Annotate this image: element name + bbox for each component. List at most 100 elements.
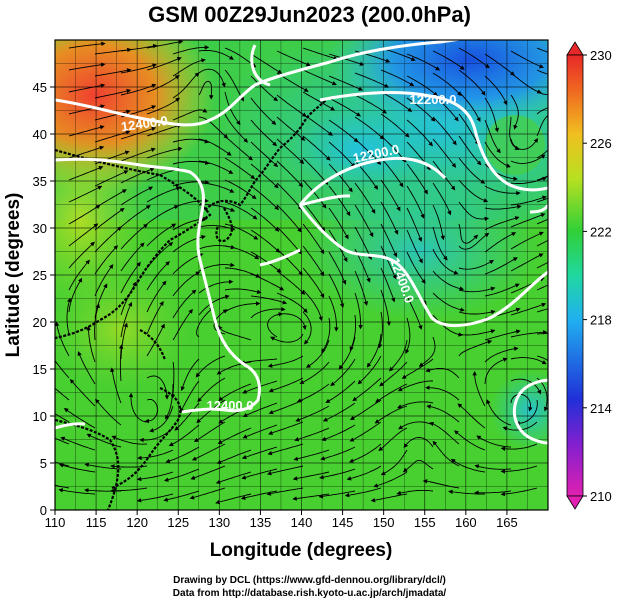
streamline: [146, 75, 180, 93]
streamline: [429, 421, 460, 445]
streamline: [137, 449, 174, 461]
height-contours: [55, 40, 548, 445]
streamline: [224, 135, 253, 161]
streamline: [354, 116, 385, 140]
streamline: [396, 489, 434, 496]
streamline: [250, 306, 286, 319]
streamline: [406, 185, 425, 219]
streamline: [406, 229, 423, 264]
streamline: [406, 163, 428, 195]
streamline: [172, 289, 197, 319]
streamline: [432, 50, 465, 70]
streamline: [68, 41, 106, 49]
streamline: [484, 232, 517, 253]
streamline: [484, 204, 522, 210]
streamline: [344, 487, 382, 498]
streamline: [146, 40, 184, 49]
streamline: [94, 207, 125, 231]
streamline: [224, 179, 257, 200]
streamline: [406, 75, 438, 97]
streamline: [536, 91, 548, 96]
streamline: [146, 186, 181, 203]
streamline: [448, 489, 485, 495]
streamline: [457, 403, 486, 429]
streamline: [94, 68, 132, 77]
streamline: [198, 80, 214, 100]
streamline: [422, 479, 460, 489]
streamline: [510, 195, 547, 206]
streamline: [68, 83, 106, 93]
streamline: [198, 160, 234, 174]
x-tick-label: 155: [414, 515, 436, 530]
streamline: [276, 226, 302, 255]
y-tick-label: 45: [33, 80, 47, 95]
streamline: [500, 487, 538, 497]
streamline: [270, 333, 304, 343]
streamline: [474, 490, 512, 495]
streamline: [458, 329, 496, 336]
streamline: [402, 459, 434, 473]
streamline: [179, 380, 200, 413]
streamline: [172, 180, 210, 187]
streamline: [63, 408, 96, 429]
streamline: [224, 47, 257, 68]
streamline: [276, 292, 308, 314]
streamline: [292, 471, 330, 481]
streamline: [406, 251, 426, 284]
streamline: [198, 262, 235, 272]
streamline: [432, 116, 457, 146]
streamline: [146, 205, 179, 225]
streamline: [170, 361, 176, 399]
y-tick-label: 40: [33, 127, 47, 142]
streamline: [120, 322, 128, 360]
streamline: [322, 402, 356, 422]
y-tick-label: 15: [33, 362, 47, 377]
streamline: [321, 317, 331, 354]
streamline: [536, 69, 548, 75]
y-tick-label: 5: [40, 456, 47, 471]
streamline: [250, 229, 281, 253]
x-tick-label: 130: [208, 515, 230, 530]
streamline: [241, 468, 278, 480]
streamline: [215, 493, 252, 505]
streamline: [55, 484, 70, 489]
streamline: [536, 149, 548, 159]
streamline: [68, 125, 105, 137]
streamline: [120, 126, 157, 140]
streamline: [349, 421, 382, 442]
streamline: [406, 207, 423, 242]
streamline: [458, 157, 486, 184]
streamline: [296, 383, 330, 403]
streamline: [172, 45, 210, 55]
streamline: [250, 119, 278, 147]
streamline: [458, 113, 479, 146]
lat-lon-grid: [55, 40, 548, 510]
streamline: [120, 43, 158, 52]
streamline: [172, 308, 193, 341]
streamline: [302, 135, 331, 161]
streamline: [218, 325, 252, 341]
streamline: [377, 311, 383, 349]
x-tick-label: 110: [45, 515, 66, 530]
streamline: [58, 463, 96, 473]
streamline: [68, 185, 103, 203]
streamline: [250, 185, 279, 211]
x-tick-label: 145: [332, 515, 354, 530]
credit-line-data: Data from http://database.rish.kyoto-u.a…: [172, 588, 447, 599]
streamline: [373, 471, 408, 488]
streamline: [276, 116, 306, 141]
streamline: [224, 288, 262, 294]
streamline: [165, 383, 174, 420]
streamline: [458, 232, 490, 250]
streamline: [94, 245, 119, 275]
streamline: [217, 427, 252, 444]
streamline: [509, 116, 520, 151]
streamline: [196, 307, 215, 338]
temperature-field: 12200.0 12200.0 12400.0 12400.0 12400.0: [55, 40, 548, 510]
streamline: [224, 245, 260, 260]
x-tick-label: 140: [291, 515, 313, 530]
latitude-ticks: 0 5 10 15 20 25 30 35 40 45: [33, 80, 55, 518]
streamline: [510, 72, 542, 94]
streamline: [328, 97, 361, 117]
streamline: [250, 251, 282, 273]
